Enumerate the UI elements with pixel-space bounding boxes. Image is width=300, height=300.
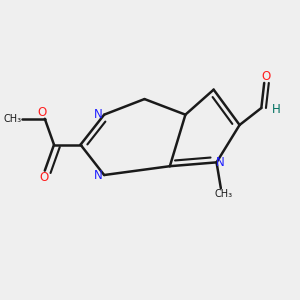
Text: O: O: [38, 106, 47, 119]
Text: CH₃: CH₃: [3, 114, 22, 124]
Text: O: O: [40, 171, 49, 184]
Text: N: N: [216, 156, 224, 169]
Text: N: N: [94, 169, 103, 182]
Text: H: H: [272, 103, 281, 116]
Text: O: O: [261, 70, 270, 83]
Text: CH₃: CH₃: [215, 189, 233, 199]
Text: N: N: [94, 108, 103, 121]
